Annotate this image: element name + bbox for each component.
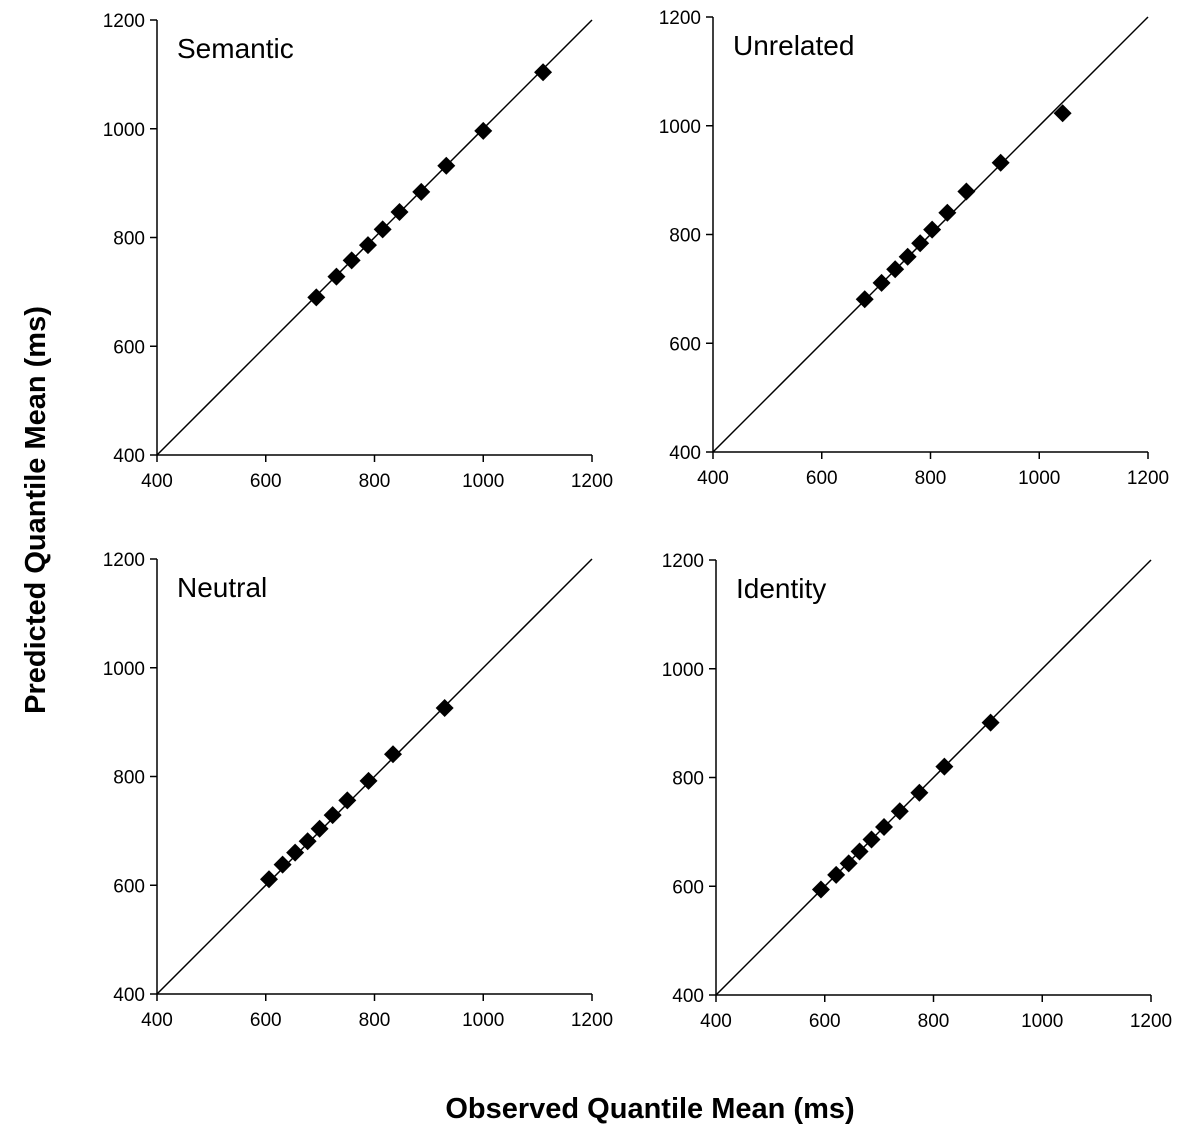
data-point: [1053, 104, 1072, 123]
data-point: [260, 870, 279, 889]
x-tick-label: 1000: [462, 471, 504, 492]
data-point: [898, 247, 917, 266]
data-point: [323, 806, 342, 825]
panel-identity: 400 600 800 1000 1200 400 600 800 1000 1200 Identi…: [662, 551, 1172, 1032]
y-tick-label: 1200: [103, 11, 145, 32]
data-point: [298, 832, 317, 851]
x-tick-label: 800: [915, 468, 947, 489]
data-point: [839, 854, 858, 873]
y-tick-label: 1000: [103, 659, 145, 680]
data-point: [923, 220, 942, 239]
x-tick-label: 1200: [571, 471, 613, 492]
x-tick-label: 600: [809, 1011, 841, 1032]
data-point: [872, 273, 891, 292]
y-tick-label: 800: [113, 229, 145, 250]
panel-label: Neutral: [177, 572, 267, 603]
data-point: [850, 842, 869, 861]
y-tick-label: 800: [672, 769, 704, 790]
identity-line: [156, 558, 593, 995]
data-point: [474, 121, 493, 140]
data-point: [373, 220, 392, 239]
data-point: [811, 880, 830, 899]
x-tick-label: 800: [359, 1010, 391, 1031]
x-tick-label: 600: [250, 1010, 282, 1031]
data-point: [862, 830, 881, 849]
data-point: [981, 713, 1000, 732]
data-point: [327, 267, 346, 286]
y-tick-label: 400: [669, 443, 701, 464]
y-tick-label: 800: [669, 226, 701, 247]
data-point: [342, 251, 361, 270]
data-point: [359, 771, 378, 790]
y-tick-label: 1000: [662, 660, 704, 681]
y-tick-label: 800: [113, 768, 145, 789]
panel-unrelated: 400 600 800 1000 1200 400 600 800 1000 1200 Unrela…: [659, 8, 1169, 489]
data-point: [435, 698, 454, 717]
data-point: [383, 745, 402, 764]
panel-label: Identity: [736, 573, 826, 604]
data-point: [911, 234, 930, 253]
panel-label: Unrelated: [733, 30, 854, 61]
y-tick-label: 400: [113, 446, 145, 467]
data-point: [991, 153, 1010, 172]
x-tick-label: 400: [697, 468, 729, 489]
x-tick-label: 400: [700, 1011, 732, 1032]
data-point: [307, 288, 326, 307]
x-tick-label: 600: [250, 471, 282, 492]
data-point: [437, 156, 456, 175]
data-point: [910, 783, 929, 802]
y-tick-label: 600: [113, 337, 145, 358]
data-point: [890, 802, 909, 821]
y-tick-label: 600: [672, 877, 704, 898]
data-point: [273, 855, 292, 874]
identity-line: [156, 19, 593, 456]
data-point: [827, 865, 846, 884]
panels: 400 600 800 1000 1200 400 600 800 1000 1200 Semant…: [103, 8, 1172, 1032]
x-tick-label: 1200: [571, 1010, 613, 1031]
data-point: [390, 202, 409, 221]
panel-semantic: 400 600 800 1000 1200 400 600 800 1000 1200 Semant…: [103, 11, 613, 492]
identity-line: [715, 559, 1152, 996]
y-tick-label: 1200: [103, 550, 145, 571]
x-axis-title: Observed Quantile Mean (ms): [445, 1093, 854, 1125]
y-tick-label: 1000: [659, 117, 701, 138]
y-tick-label: 1000: [103, 120, 145, 141]
x-tick-label: 400: [141, 471, 173, 492]
data-point: [957, 182, 976, 201]
data-point: [938, 203, 957, 222]
data-point: [855, 290, 874, 309]
data-point: [338, 791, 357, 810]
data-point: [310, 819, 329, 838]
y-tick-label: 400: [113, 985, 145, 1006]
x-tick-label: 1000: [1021, 1011, 1063, 1032]
data-point: [875, 817, 894, 836]
data-point: [534, 63, 553, 82]
x-tick-label: 800: [359, 471, 391, 492]
x-tick-label: 400: [141, 1010, 173, 1031]
y-tick-label: 600: [113, 876, 145, 897]
x-tick-label: 1200: [1127, 468, 1169, 489]
x-tick-label: 1000: [462, 1010, 504, 1031]
data-point: [886, 260, 905, 279]
panel-label: Semantic: [177, 33, 294, 64]
data-point: [412, 182, 431, 201]
data-point: [286, 843, 305, 862]
panel-neutral: 400 600 800 1000 1200 400 600 800 1000 1200 Neutra…: [103, 550, 613, 1031]
data-point: [935, 757, 954, 776]
data-point: [358, 236, 377, 255]
y-tick-label: 600: [669, 334, 701, 355]
y-tick-label: 1200: [659, 8, 701, 29]
y-tick-label: 400: [672, 986, 704, 1007]
x-tick-label: 800: [918, 1011, 950, 1032]
y-axis-title: Predicted Quantile Mean (ms): [20, 306, 52, 714]
x-tick-label: 1000: [1018, 468, 1060, 489]
y-tick-label: 1200: [662, 551, 704, 572]
x-tick-label: 600: [806, 468, 838, 489]
x-tick-label: 1200: [1130, 1011, 1172, 1032]
